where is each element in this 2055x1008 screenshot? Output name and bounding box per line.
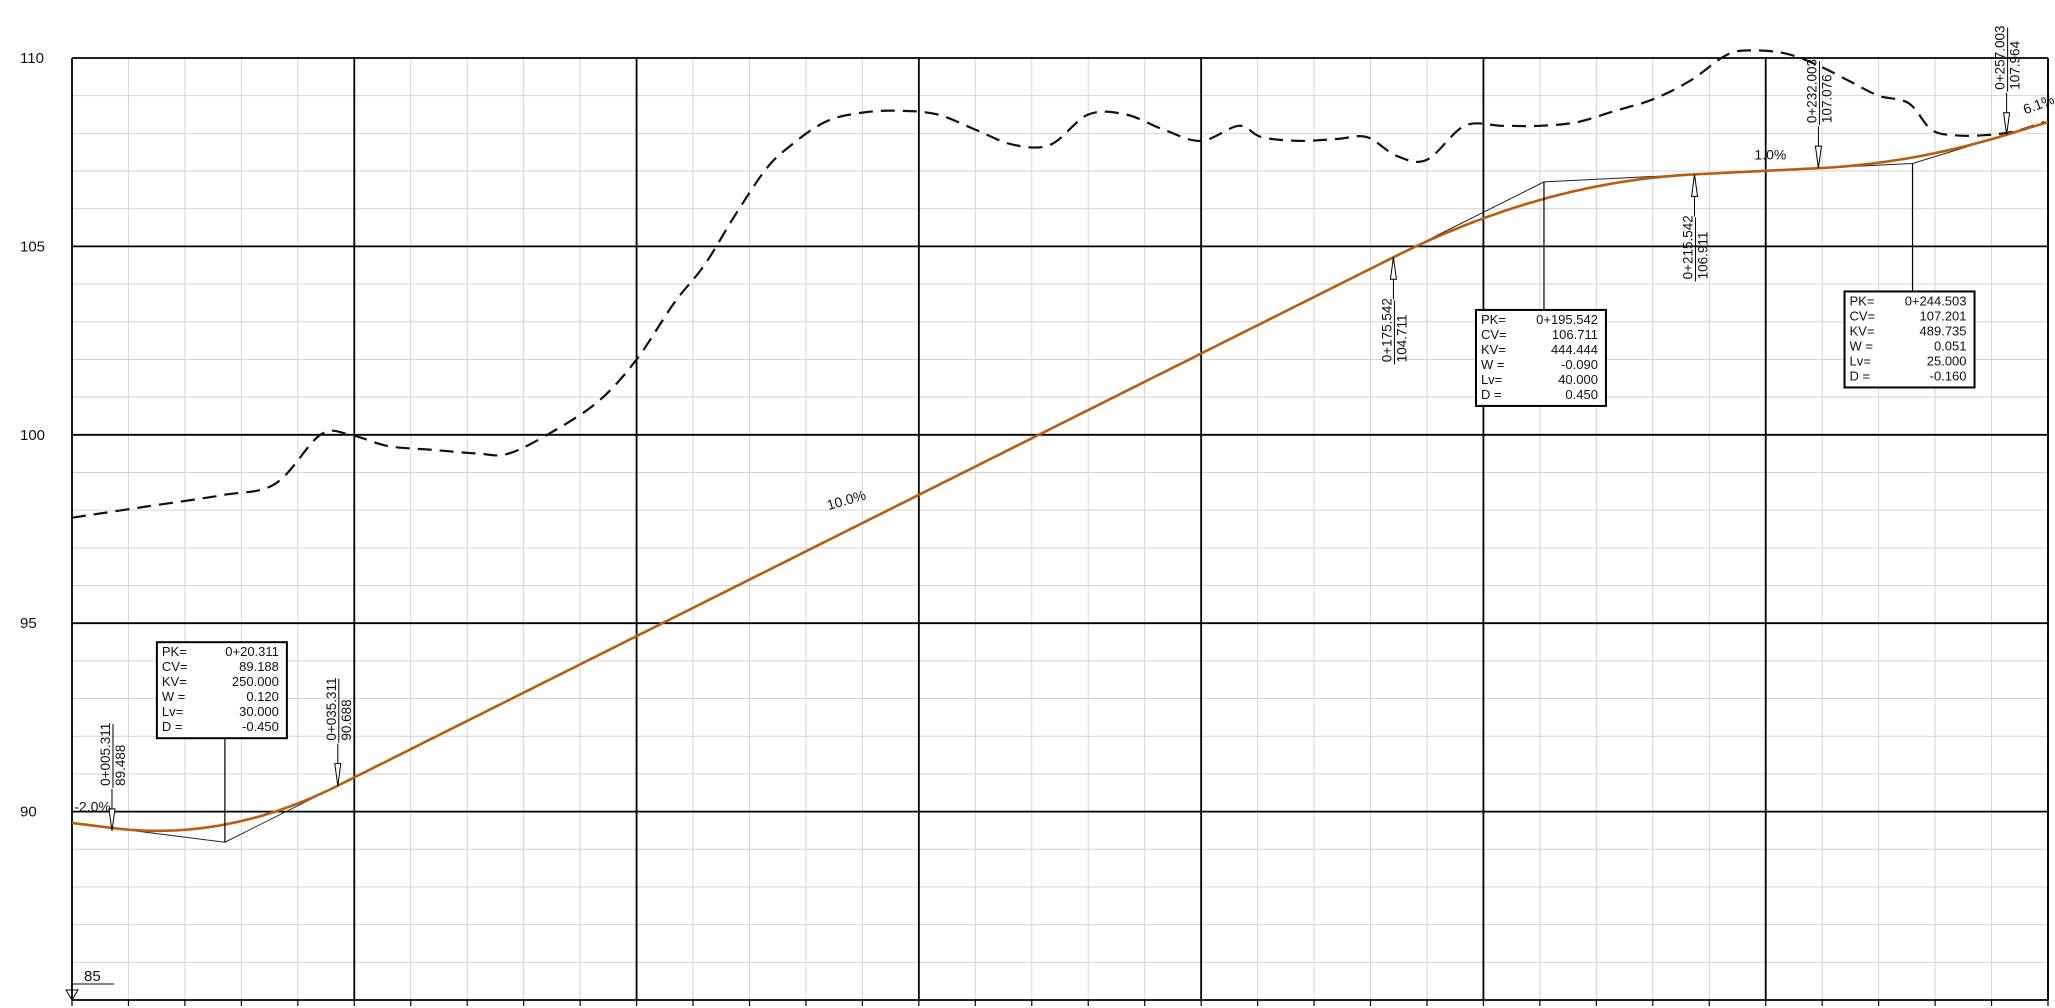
vc-field-label: CV= xyxy=(1850,308,1876,323)
vc-field-value: 489.735 xyxy=(1920,323,1967,338)
vc-field-label: Lv= xyxy=(1850,353,1871,368)
marker-arrow-icon xyxy=(108,808,116,831)
vc-field-value: 89.188 xyxy=(239,659,279,674)
station-marker: 0+035.311 90.688 xyxy=(324,677,354,786)
marker-arrow-icon xyxy=(1690,174,1699,197)
datum-marker: 85 xyxy=(65,968,114,1001)
vc-field-value: 25.000 xyxy=(1927,353,1967,368)
tangent-line xyxy=(71,121,2049,843)
datum-triangle-icon xyxy=(65,989,79,1001)
y-axis-labels: 110 105 100 95 90 xyxy=(20,50,45,821)
y-tick-label: 95 xyxy=(20,615,37,632)
major-grid xyxy=(71,57,2049,1006)
vc-field-value: 107.201 xyxy=(1920,308,1967,323)
vc-field-label: W = xyxy=(162,689,185,704)
vc-field-value: 0.450 xyxy=(1565,387,1598,402)
marker-elevation-label: 90.688 xyxy=(339,699,354,740)
vc-field-label: CV= xyxy=(162,659,188,674)
minor-grid xyxy=(72,58,2048,1000)
vc-field-value: 0+20.311 xyxy=(225,644,279,659)
marker-elevation-label: 104.711 xyxy=(1394,314,1409,362)
grade-label: 6.1% xyxy=(2021,91,2055,117)
vc-field-label: D = xyxy=(1850,368,1871,383)
marker-elevation-label: 107.964 xyxy=(2008,40,2023,89)
vc-field-value: -0.450 xyxy=(242,719,279,734)
grade-label: -2.0% xyxy=(74,799,111,815)
ground-profile-line xyxy=(71,49,2045,519)
station-marker: 0+232.003 107.076 xyxy=(1804,59,1834,169)
vc-field-value: 0+195.542 xyxy=(1536,312,1598,327)
vertical-curve-info: PK= 0+195.542 CV= 106.711 KV= 444.444 W = -0.09… xyxy=(1474,181,1607,407)
marker-station-label: 0+257.003 xyxy=(1993,26,2008,90)
marker-arrow-icon xyxy=(1389,257,1397,280)
vc-field-label: PK= xyxy=(162,644,187,659)
datum-label: 85 xyxy=(84,968,101,985)
marker-arrow-icon xyxy=(2003,112,2011,135)
y-tick-label: 110 xyxy=(20,50,44,67)
pvi-tangent-lines xyxy=(71,121,2049,843)
y-tick-label: 90 xyxy=(20,804,37,821)
vc-field-label: Lv= xyxy=(162,704,183,719)
vc-field-label: KV= xyxy=(1481,342,1506,357)
grade-label: 1.0% xyxy=(1754,147,1786,163)
vc-field-value: 0.051 xyxy=(1934,338,1967,353)
marker-station-label: 0+035.311 xyxy=(324,677,339,740)
ground-profile xyxy=(71,49,2045,519)
marker-arrow-icon xyxy=(1814,145,1823,169)
grade-labels: -2.0% 10.0% 1.0% 6.1% xyxy=(74,91,2055,815)
station-marker: 0+215.542 106.911 xyxy=(1681,174,1711,282)
vc-field-label: D = xyxy=(162,719,183,734)
vc-field-label: KV= xyxy=(162,674,187,689)
station-marker: 0+257.003 107.964 xyxy=(1993,26,2023,135)
marker-station-label: 0+215.542 xyxy=(1681,215,1696,279)
y-tick-label: 105 xyxy=(20,238,45,255)
vc-field-label: W = xyxy=(1481,357,1504,372)
marker-station-label: 0+175.542 xyxy=(1379,298,1394,362)
y-tick-label: 100 xyxy=(20,427,45,444)
vc-field-label: W = xyxy=(1850,338,1873,353)
station-marker: 0+005.311 89.488 xyxy=(98,723,128,831)
marker-elevation-label: 89.488 xyxy=(113,745,128,786)
vc-info-box xyxy=(1474,308,1607,407)
design-profile-line xyxy=(71,120,2049,833)
marker-station-label: 0+232.003 xyxy=(1804,59,1819,123)
vc-field-label: KV= xyxy=(1850,323,1875,338)
vc-info-box xyxy=(155,641,288,740)
vc-field-value: 250.000 xyxy=(232,674,279,689)
vc-field-value: 40.000 xyxy=(1558,372,1598,387)
marker-arrow-icon xyxy=(334,763,342,786)
vc-field-value: 106.711 xyxy=(1552,327,1598,342)
vc-field-label: D = xyxy=(1481,387,1502,402)
vertical-curve-info: PK= 0+244.503 CV= 107.201 KV= 489.735 W = 0.051… xyxy=(1843,163,1976,389)
grade-label: 10.0% xyxy=(825,487,868,513)
vertical-curve-info: PK= 0+20.311 CV= 89.188 KV= 250.000 W = 0.120 Lv… xyxy=(155,641,288,843)
vc-field-value: 0+244.503 xyxy=(1905,293,1967,308)
vc-field-label: PK= xyxy=(1481,312,1506,327)
vc-field-label: Lv= xyxy=(1481,372,1502,387)
vc-field-label: PK= xyxy=(1850,293,1875,308)
vc-field-value: -0.160 xyxy=(1930,368,1967,383)
marker-elevation-label: 107.076 xyxy=(1819,74,1834,123)
vc-field-label: CV= xyxy=(1481,327,1507,342)
vc-info-box xyxy=(1843,290,1976,389)
design-profile xyxy=(71,120,2049,833)
vertical-curve-boxes: PK= 0+20.311 CV= 89.188 KV= 250.000 W = 0.120 Lv… xyxy=(155,163,1976,843)
station-marker: 0+175.542 104.711 xyxy=(1379,257,1409,365)
marker-elevation-label: 106.911 xyxy=(1696,232,1711,280)
vc-field-value: -0.090 xyxy=(1561,357,1598,372)
vc-field-value: 30.000 xyxy=(239,704,279,719)
marker-station-label: 0+005.311 xyxy=(98,723,113,786)
vc-field-value: 0.120 xyxy=(246,689,279,704)
vc-field-value: 444.444 xyxy=(1551,342,1598,357)
